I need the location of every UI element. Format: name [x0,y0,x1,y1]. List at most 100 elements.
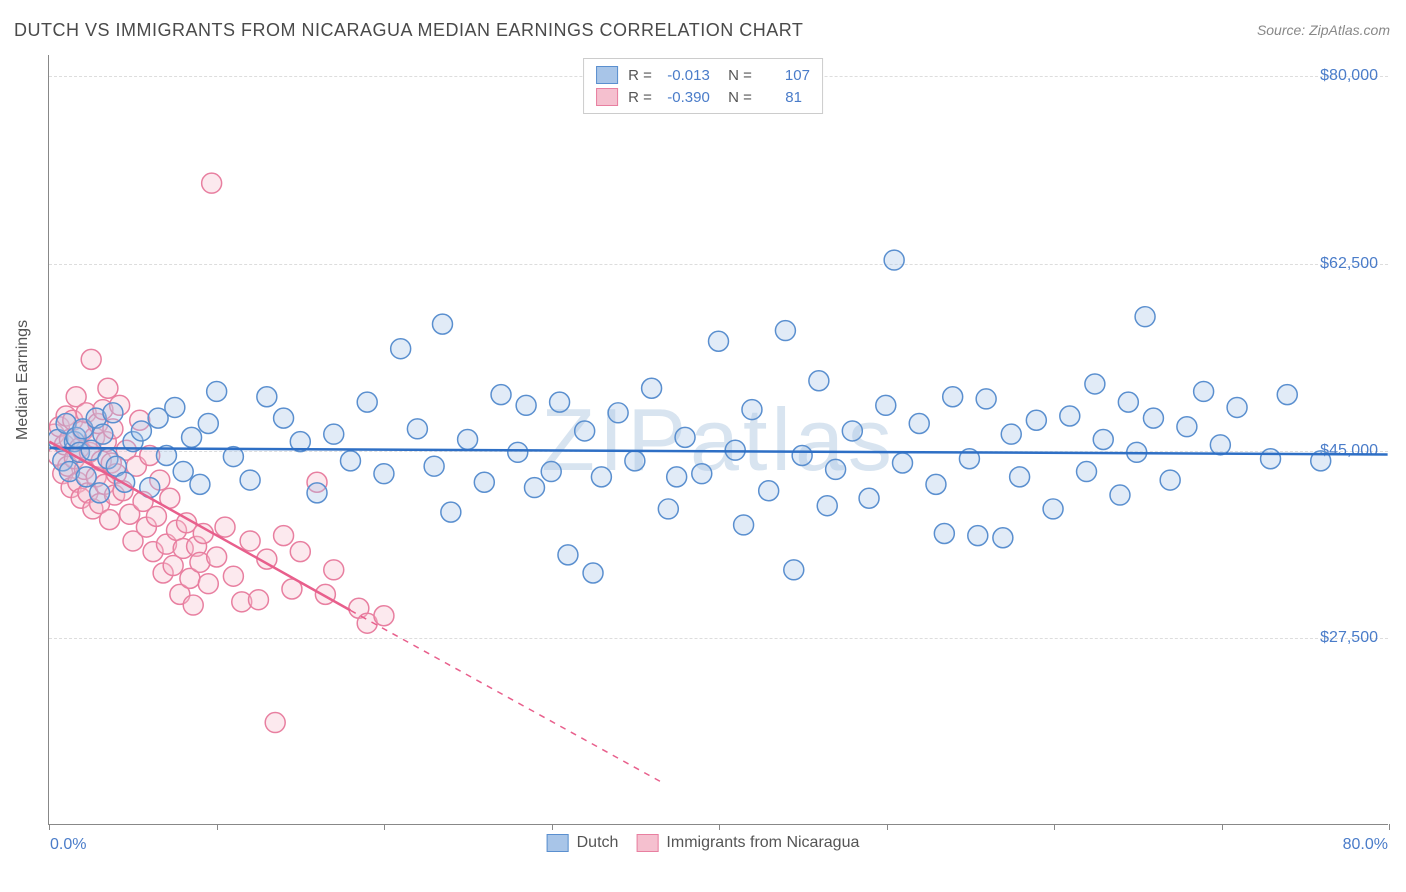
data-point [583,563,603,583]
swatch-nicaragua [596,88,618,106]
data-point [165,397,185,417]
data-point [324,424,344,444]
n-label: N = [720,67,752,84]
data-point [183,595,203,615]
data-point [759,481,779,501]
data-point [1261,449,1281,469]
data-point [432,314,452,334]
data-point [1118,392,1138,412]
data-point [1194,381,1214,401]
data-point [1177,417,1197,437]
y-axis-label: Median Earnings [14,320,32,440]
swatch-dutch [596,66,618,84]
r-label: R = [628,67,652,84]
data-point [550,392,570,412]
data-point [1043,499,1063,519]
data-point [248,590,268,610]
data-point [1093,430,1113,450]
data-point [893,453,913,473]
legend-label-nicaragua: Immigrants from Nicaragua [666,834,859,852]
x-tick [719,824,720,830]
correlation-legend: R = -0.013 N = 107 R = -0.390 N = 81 [583,58,823,114]
data-point [491,385,511,405]
x-tick [1222,824,1223,830]
legend-row-nicaragua: R = -0.390 N = 81 [596,86,810,108]
data-point [190,474,210,494]
x-tick [887,824,888,830]
data-point [240,531,260,551]
scatter-chart-svg [49,55,1388,824]
data-point [257,387,277,407]
data-point [173,462,193,482]
data-point [207,547,227,567]
data-point [1085,374,1105,394]
legend-item-nicaragua: Immigrants from Nicaragua [636,834,859,852]
legend-row-dutch: R = -0.013 N = 107 [596,64,810,86]
data-point [76,467,96,487]
data-point [642,378,662,398]
data-point [993,528,1013,548]
data-point [976,389,996,409]
data-point [458,430,478,450]
data-point [968,526,988,546]
data-point [357,392,377,412]
data-point [667,467,687,487]
x-axis-min: 0.0% [50,836,86,854]
data-point [115,472,135,492]
x-tick [217,824,218,830]
data-point [374,464,394,484]
data-point [1060,406,1080,426]
swatch-nicaragua-icon [636,834,658,852]
data-point [98,378,118,398]
data-point [784,560,804,580]
data-point [742,400,762,420]
x-tick [49,824,50,830]
data-point [809,371,829,391]
x-tick [384,824,385,830]
data-point [265,713,285,733]
data-point [207,381,227,401]
data-point [103,403,123,423]
data-point [842,421,862,441]
data-point [1077,462,1097,482]
data-point [202,173,222,193]
data-point [1143,408,1163,428]
data-point [424,456,444,476]
plot-area: ZIPatlas $27,500$45,000$62,500$80,000 [48,55,1388,825]
data-point [1001,424,1021,444]
data-point [81,349,101,369]
n-value-dutch: 107 [762,67,810,84]
data-point [146,506,166,526]
r-value-nicaragua: -0.390 [662,89,710,106]
legend-label-dutch: Dutch [577,834,619,852]
data-point [675,427,695,447]
data-point [826,459,846,479]
data-point [1026,410,1046,430]
data-point [692,464,712,484]
data-point [407,419,427,439]
trend-line-dutch [49,448,1387,454]
x-tick [1054,824,1055,830]
data-point [307,483,327,503]
series-legend: Dutch Immigrants from Nicaragua [547,834,860,852]
data-point [215,517,235,537]
data-point [240,470,260,490]
data-point [441,502,461,522]
data-point [909,413,929,433]
data-point [876,395,896,415]
data-point [1135,307,1155,327]
data-point [792,446,812,466]
data-point [508,442,528,462]
data-point [658,499,678,519]
data-point [90,483,110,503]
data-point [591,467,611,487]
data-point [131,421,151,441]
trend-line-nicaragua-extrapolated [350,610,659,781]
data-point [608,403,628,423]
n-value-nicaragua: 81 [762,89,802,106]
data-point [709,331,729,351]
x-tick [1389,824,1390,830]
data-point [324,560,344,580]
data-point [575,421,595,441]
chart-title: DUTCH VS IMMIGRANTS FROM NICARAGUA MEDIA… [14,20,803,41]
